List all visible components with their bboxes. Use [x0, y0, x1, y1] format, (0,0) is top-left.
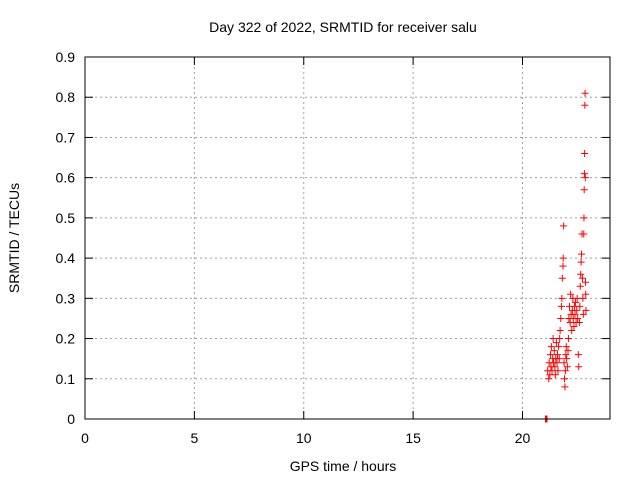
data-point: [564, 347, 572, 355]
data-point: [578, 250, 586, 258]
y-tick-label: 0.8: [56, 89, 76, 105]
data-point: [580, 230, 588, 238]
data-point: [580, 170, 588, 178]
x-tick-label: 0: [81, 430, 89, 446]
axis-ticks: 0 0.1 0.2 0.3 0.4 0.5 0.6 0.7 0.8 0.9 0 5 10 15 20: [56, 49, 610, 446]
data-point: [555, 355, 563, 363]
data-point: [562, 351, 570, 359]
y-tick-label: 0.5: [56, 210, 76, 226]
y-axis-label: SRMTID / TECUs: [6, 183, 22, 293]
data-point: [559, 262, 567, 270]
y-tick-label: 0.7: [56, 129, 76, 145]
data-point: [576, 282, 584, 290]
data-point: [557, 314, 565, 322]
data-point: [582, 278, 589, 286]
data-point: [554, 367, 562, 375]
data-point: [554, 351, 561, 359]
data-point: [581, 89, 589, 97]
data-point: [570, 322, 578, 330]
data-point: [556, 335, 564, 343]
data-point: [579, 310, 587, 318]
data-point: [555, 343, 563, 351]
data-point: [571, 310, 579, 318]
x-tick-label: 10: [296, 430, 312, 446]
data-point: [551, 363, 559, 371]
data-point: [571, 298, 579, 306]
data-point: [580, 214, 588, 222]
data-point: [557, 302, 565, 310]
data-point: [581, 150, 589, 158]
data-point: [562, 343, 570, 351]
y-tick-label: 0.1: [56, 371, 76, 387]
data-point: [579, 294, 587, 302]
data-point: [575, 363, 583, 371]
data-point: [561, 367, 569, 375]
data-point: [577, 270, 585, 278]
data-point: [559, 254, 567, 262]
plot-frame: [84, 56, 611, 420]
data-point: [574, 351, 582, 359]
data-point: [563, 363, 571, 371]
x-axis-label: GPS time / hours: [290, 458, 397, 474]
data-point: [578, 274, 586, 282]
grid-lines: [85, 57, 610, 419]
x-tick-label: 5: [190, 430, 198, 446]
data-point: [581, 101, 589, 109]
data-point: [561, 383, 569, 391]
data-point: [576, 302, 584, 310]
y-tick-label: 0.3: [56, 290, 76, 306]
y-tick-label: 0.4: [56, 250, 76, 266]
data-point: [550, 347, 558, 355]
data-point: [568, 327, 576, 335]
data-point: [558, 274, 566, 282]
data-point: [558, 294, 566, 302]
data-point: [561, 375, 568, 383]
data-point: [563, 355, 571, 363]
data-point: [581, 174, 589, 182]
data-point: [575, 318, 583, 326]
data-point: [552, 339, 560, 347]
data-point: [577, 258, 585, 266]
y-tick-label: 0.2: [56, 331, 76, 347]
y-tick-label: 0.9: [56, 49, 76, 65]
data-point: [549, 335, 557, 343]
data-point: [547, 343, 555, 351]
data-point: [551, 371, 559, 379]
data-point: [574, 314, 582, 322]
data-point: [556, 327, 564, 335]
data-point: [545, 375, 553, 383]
x-tick-label: 15: [405, 430, 421, 446]
data-point: [566, 318, 574, 326]
data-point: [582, 290, 590, 298]
data-point: [567, 290, 575, 298]
data-point: [582, 306, 590, 314]
data-point: [547, 351, 554, 359]
y-tick-label: 0: [67, 411, 75, 427]
data-point: [553, 359, 561, 367]
data-point: [564, 335, 572, 343]
chart-title: Day 322 of 2022, SRMTID for receiver sal…: [209, 19, 477, 35]
data-point: [548, 367, 556, 375]
x-tick-label: 20: [515, 430, 531, 446]
data-point: [560, 222, 568, 230]
data-point: [573, 306, 581, 314]
y-tick-label: 0.6: [56, 170, 76, 186]
data-point: [560, 359, 568, 367]
data-points: [541, 89, 590, 423]
data-point: [580, 186, 588, 194]
